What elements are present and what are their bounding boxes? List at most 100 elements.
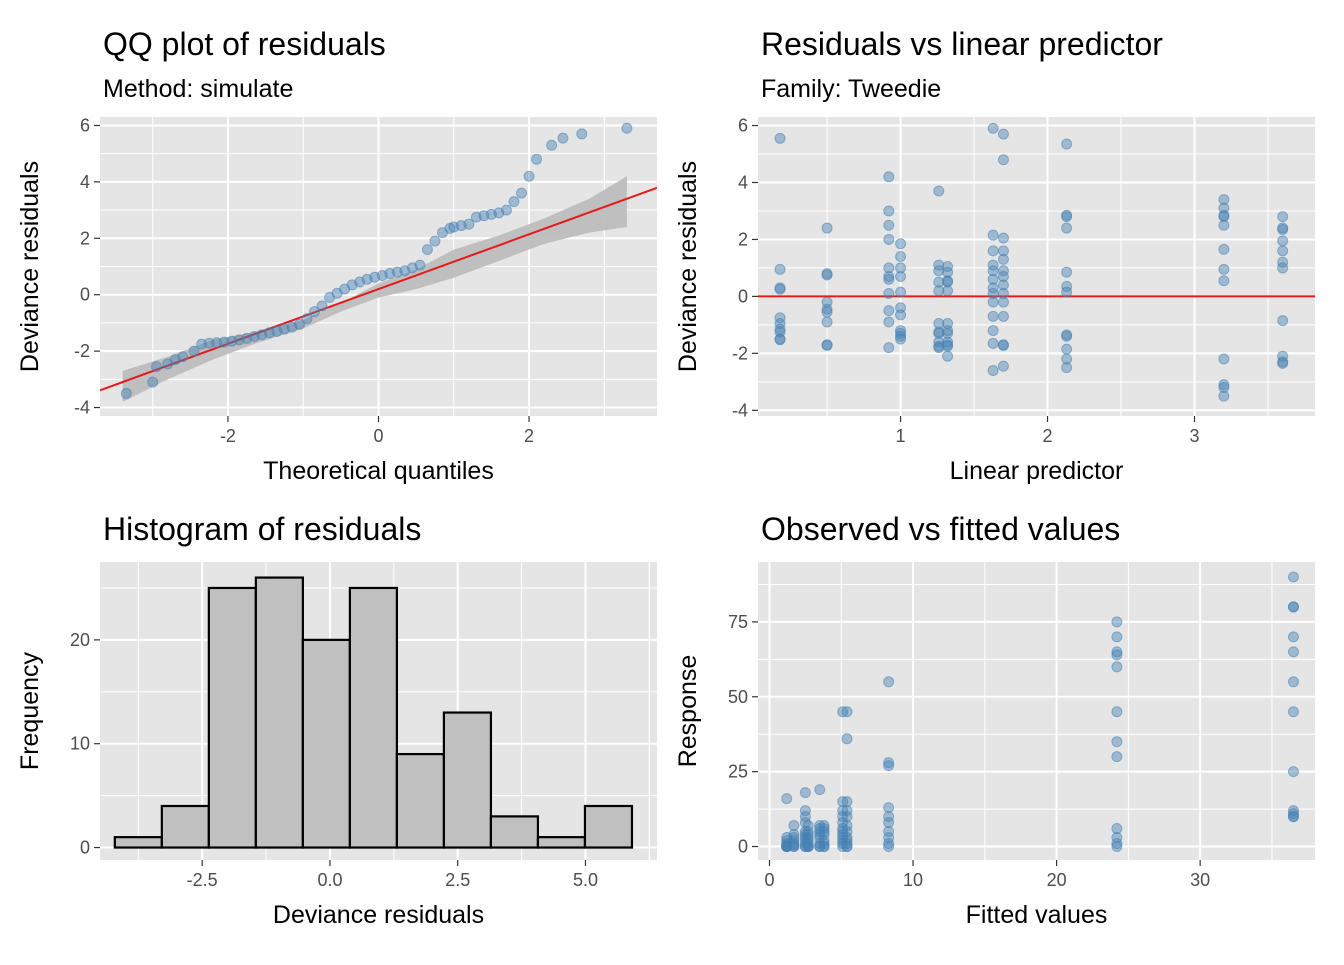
data-point (1218, 243, 1230, 255)
data-point (883, 802, 895, 814)
data-point (301, 313, 313, 325)
data-point (814, 784, 826, 796)
data-point (774, 132, 786, 144)
data-point (802, 835, 814, 847)
data-point (802, 841, 814, 853)
data-point (883, 832, 895, 844)
y-tick-label: 75 (728, 612, 748, 632)
data-point (987, 364, 999, 376)
data-point (895, 262, 907, 274)
data-point (895, 333, 907, 345)
data-point (883, 233, 895, 245)
data-point (883, 288, 895, 300)
data-point (997, 310, 1009, 322)
data-point (818, 829, 830, 841)
data-point (942, 327, 954, 339)
data-point (987, 273, 999, 285)
y-tick-label: 6 (80, 115, 90, 135)
data-point (802, 826, 814, 838)
data-point (821, 306, 833, 318)
data-point (802, 820, 814, 832)
data-point (841, 733, 853, 745)
x-axis-label: Fitted values (966, 901, 1108, 929)
data-point (508, 196, 520, 208)
x-tick-label: 0.0 (317, 870, 342, 890)
data-point (621, 122, 633, 134)
x-axis-label: Deviance residuals (273, 901, 484, 929)
data-point (933, 276, 945, 288)
data-point (1287, 805, 1299, 817)
data-point (987, 296, 999, 308)
data-point (1218, 219, 1230, 231)
plot-subtitle: Method: simulate (103, 75, 293, 103)
data-point (1287, 766, 1299, 778)
data-point (1287, 706, 1299, 718)
data-point (895, 325, 907, 337)
data-point (883, 205, 895, 217)
data-point (841, 838, 853, 850)
data-point (799, 805, 811, 817)
data-point (883, 841, 895, 853)
data-point (802, 832, 814, 844)
data-point (1287, 676, 1299, 688)
data-point (316, 300, 328, 312)
plot-title: Histogram of residuals (103, 511, 421, 547)
data-point (1277, 245, 1289, 257)
data-point (883, 273, 895, 285)
data-point (1218, 379, 1230, 391)
histogram-bar (442, 711, 493, 849)
data-point (1277, 211, 1289, 223)
data-point (841, 811, 853, 823)
data-point (821, 222, 833, 234)
data-point (147, 376, 159, 388)
data-point (120, 387, 132, 399)
plot-title: QQ plot of residuals (103, 26, 386, 62)
panel-hist: Histogram of residuals -2.5 0.0 2.5 5.0 0 10 20… (16, 511, 657, 929)
data-point (1218, 275, 1230, 287)
plot-title: Residuals vs linear predictor (761, 26, 1163, 62)
data-point (421, 244, 433, 256)
data-point (841, 835, 853, 847)
data-point (818, 823, 830, 835)
data-point (788, 835, 800, 847)
data-point (933, 185, 945, 197)
x-tick-label: 2 (1043, 426, 1053, 446)
data-point (987, 325, 999, 337)
data-point (883, 838, 895, 850)
data-point (895, 309, 907, 321)
y-tick-label: 50 (728, 687, 748, 707)
data-point (837, 811, 849, 823)
data-point (781, 793, 793, 805)
data-point (516, 187, 528, 199)
data-point (1287, 631, 1299, 643)
data-point (774, 317, 786, 329)
y-tick-label: 4 (738, 172, 748, 192)
data-point (414, 259, 426, 271)
data-point (895, 251, 907, 263)
x-tick-label: -2 (220, 426, 236, 446)
data-point (1061, 330, 1073, 342)
data-point (1111, 649, 1123, 661)
data-point (1277, 262, 1289, 274)
data-point (531, 153, 543, 165)
data-point (837, 805, 849, 817)
data-point (883, 826, 895, 838)
data-point (837, 826, 849, 838)
x-tick-label: 10 (903, 870, 923, 890)
data-point (1111, 841, 1123, 853)
data-point (942, 350, 954, 362)
data-point (987, 122, 999, 134)
y-tick-label: 25 (728, 762, 748, 782)
plot-area (113, 576, 634, 849)
plot-area (100, 122, 657, 402)
reference-band (122, 176, 627, 402)
data-point (799, 787, 811, 799)
data-point (895, 238, 907, 250)
plot-area (781, 571, 1299, 853)
data-point (997, 279, 1009, 291)
histogram-bar (348, 586, 398, 849)
data-point (883, 262, 895, 274)
data-point (841, 706, 853, 718)
data-point (1061, 286, 1073, 298)
